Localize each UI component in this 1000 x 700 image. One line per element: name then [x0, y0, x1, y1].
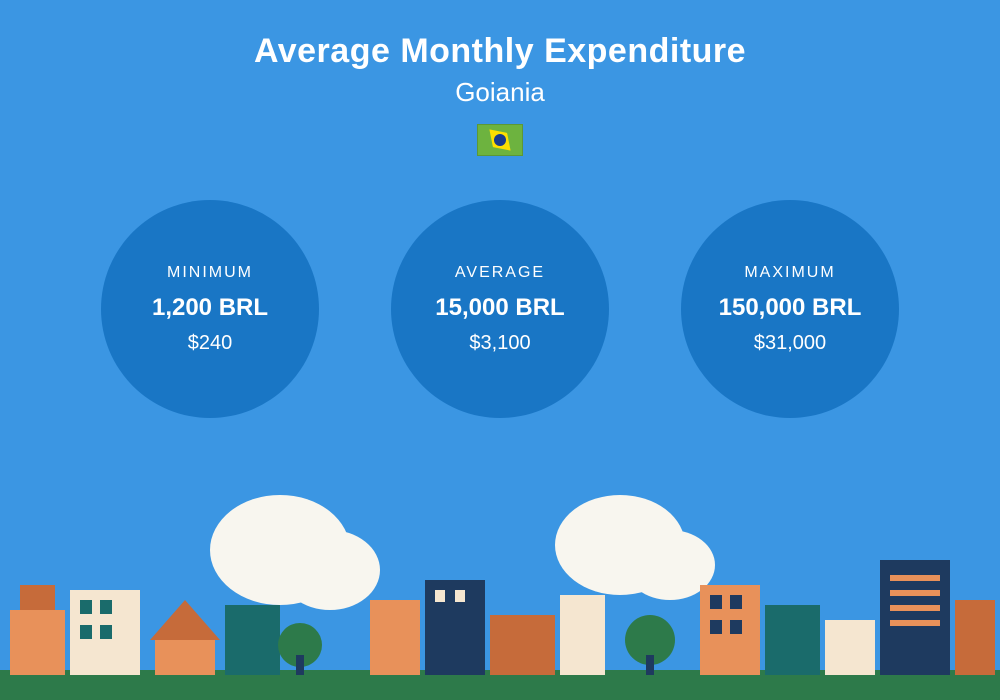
stat-value-local: 150,000 BRL — [719, 294, 862, 322]
stat-value-usd: $240 — [188, 332, 233, 355]
stat-row: MINIMUM 1,200 BRL $240 AVERAGE 15,000 BR… — [0, 200, 1000, 418]
stat-average: AVERAGE 15,000 BRL $3,100 — [391, 200, 609, 418]
brazil-flag-icon — [477, 124, 523, 156]
stat-value-usd: $3,100 — [469, 332, 530, 355]
stat-value-usd: $31,000 — [754, 332, 826, 355]
stat-label: AVERAGE — [455, 264, 545, 282]
stat-label: MINIMUM — [167, 264, 253, 282]
page-subtitle: Goiania — [0, 77, 1000, 108]
stat-minimum: MINIMUM 1,200 BRL $240 — [101, 200, 319, 418]
stat-value-local: 15,000 BRL — [435, 294, 564, 322]
stat-maximum: MAXIMUM 150,000 BRL $31,000 — [681, 200, 899, 418]
stat-label: MAXIMUM — [744, 264, 835, 282]
page-title: Average Monthly Expenditure — [0, 32, 1000, 71]
stat-value-local: 1,200 BRL — [152, 294, 268, 322]
header: Average Monthly Expenditure Goiania — [0, 0, 1000, 156]
